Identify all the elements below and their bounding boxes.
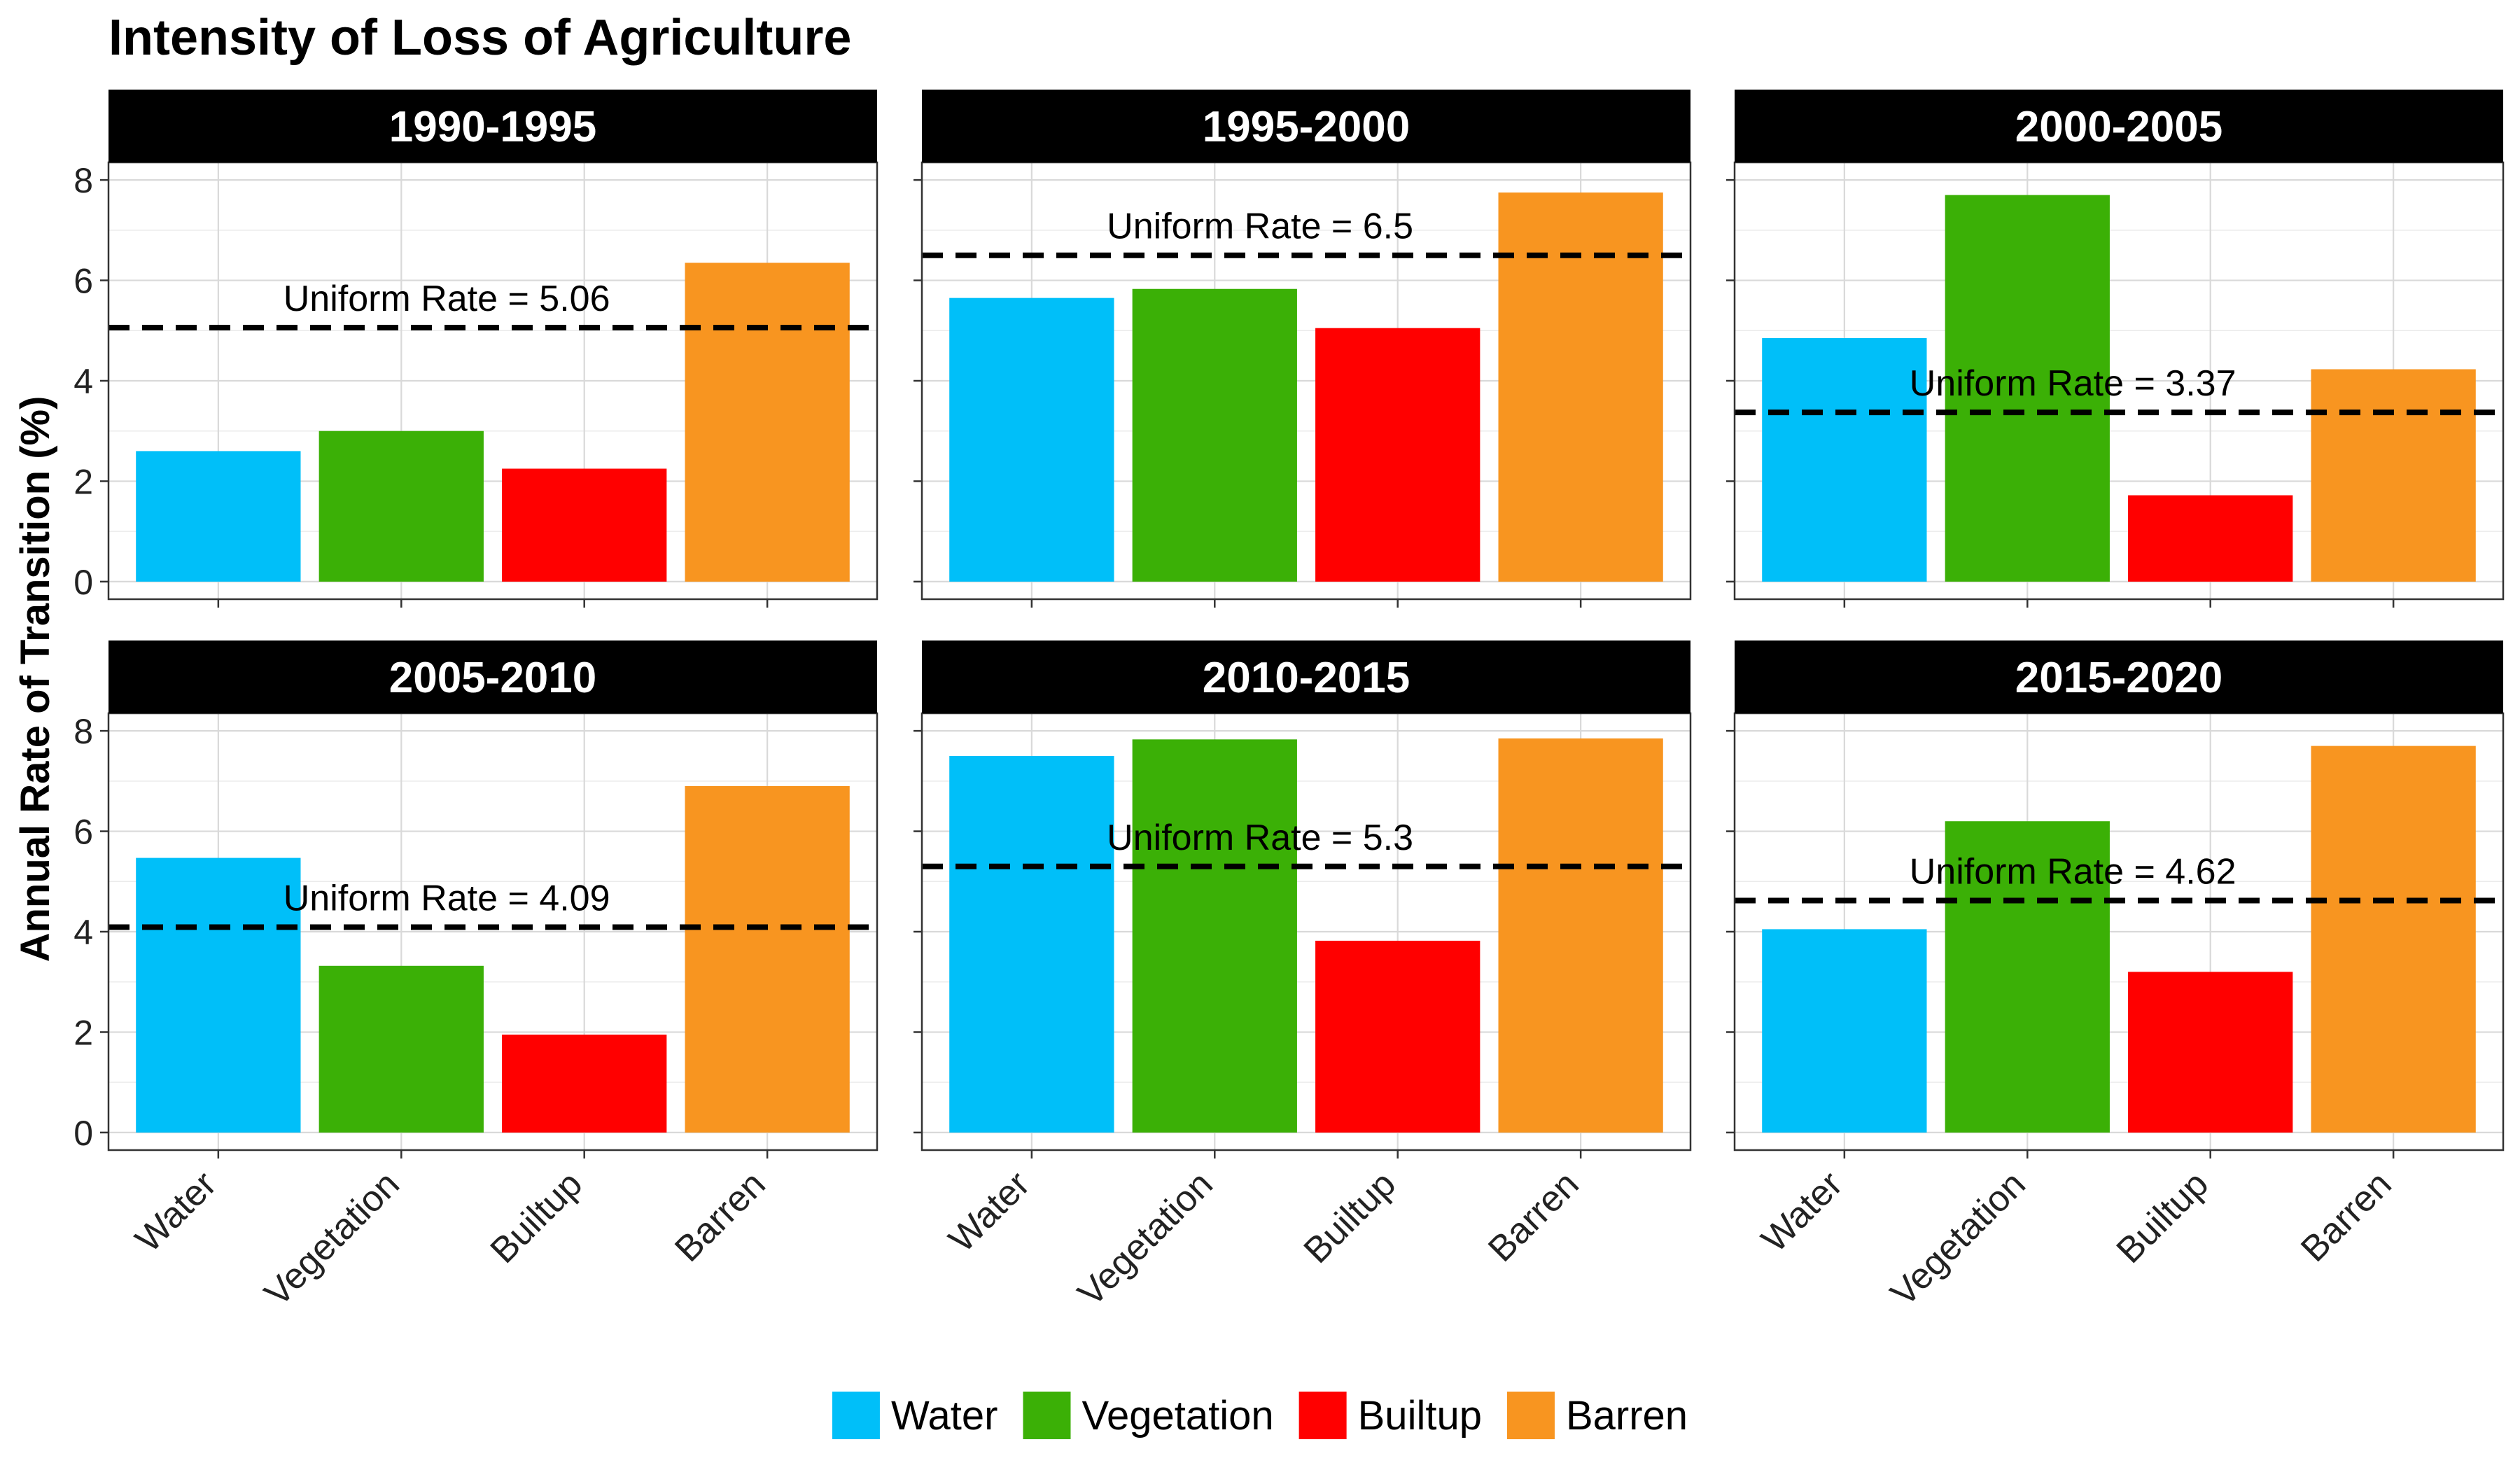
- uniform-rate-label: Uniform Rate = 5.3: [1107, 818, 1413, 858]
- bar-barren: [1498, 738, 1663, 1133]
- strip-label: 2010-2015: [1203, 654, 1410, 702]
- x-tick-label: Builtup: [2109, 1163, 2216, 1270]
- strip-background: [1735, 640, 2503, 713]
- y-tick-label: 6: [74, 813, 93, 852]
- y-axis-label: Annual Rate of Transition (%): [13, 396, 58, 962]
- strip-background: [108, 640, 877, 713]
- x-tick-label: Vegetation: [1883, 1163, 2033, 1314]
- y-tick-label: 4: [74, 913, 93, 952]
- panel-2000-2005: Uniform Rate = 3.37 2000-2005: [1726, 90, 2505, 608]
- bar-vegetation: [318, 430, 484, 582]
- x-tick-label: Builtup: [1296, 1163, 1404, 1270]
- strip-background: [108, 90, 877, 162]
- panels: Uniform Rate = 5.061990-199502468Uniform…: [74, 90, 2505, 1314]
- bar-builtup: [502, 468, 667, 582]
- strip-background: [1735, 90, 2503, 162]
- y-tick-label: 2: [74, 1013, 93, 1052]
- bar-water: [949, 298, 1114, 582]
- y-tick-label: 2: [74, 462, 93, 501]
- bar-barren: [685, 786, 850, 1133]
- x-tick-label: Barren: [667, 1163, 773, 1269]
- legend-swatch-barren: [1506, 1392, 1555, 1439]
- strip-label: 2015-2020: [2015, 654, 2223, 702]
- legend-label-water: Water: [891, 1393, 998, 1438]
- y-tick-label: 0: [74, 1114, 93, 1153]
- bar-vegetation: [1132, 288, 1297, 582]
- legend-label-barren: Barren: [1566, 1393, 1688, 1438]
- bar-barren: [2311, 369, 2476, 582]
- bar-builtup: [2128, 495, 2293, 582]
- uniform-rate-label: Uniform Rate = 5.06: [284, 279, 610, 319]
- y-tick-label: 8: [74, 712, 93, 751]
- strip-background: [922, 90, 1690, 162]
- bar-water: [136, 858, 301, 1133]
- strip-label: 2005-2010: [389, 654, 597, 702]
- legend-label-vegetation: Vegetation: [1082, 1393, 1273, 1438]
- panel-2005-2010: Uniform Rate = 4.09 2005-2010 0 2 4 6 8 Water Ve…: [74, 640, 878, 1314]
- bar-water: [949, 755, 1114, 1133]
- bar-builtup: [1315, 328, 1480, 582]
- x-tick-label: Barren: [1480, 1163, 1586, 1269]
- y-tick-label: 8: [74, 161, 93, 200]
- bar-barren: [1498, 192, 1663, 582]
- panel-2015-2020: Uniform Rate = 4.62 2015-2020 Water Vegetat…: [1726, 640, 2505, 1314]
- x-tick-label: Vegetation: [1070, 1163, 1221, 1314]
- uniform-rate-label: Uniform Rate = 4.62: [1910, 852, 2236, 892]
- x-tick-label: Water: [941, 1163, 1038, 1260]
- bar-vegetation: [1132, 739, 1297, 1133]
- x-tick-label: Water: [1754, 1163, 1851, 1260]
- y-tick-label: 6: [74, 262, 93, 301]
- legend: Water Vegetation Builtup Barren: [832, 1392, 1688, 1439]
- uniform-rate-label: Uniform Rate = 4.09: [284, 878, 610, 919]
- chart-title: Intensity of Loss of Agriculture: [108, 10, 851, 66]
- bar-water: [136, 451, 301, 582]
- uniform-rate-label: Uniform Rate = 3.37: [1910, 363, 2236, 404]
- x-tick-label: Barren: [2293, 1163, 2399, 1269]
- uniform-rate-label: Uniform Rate = 6.5: [1107, 206, 1413, 247]
- bar-vegetation: [318, 965, 484, 1133]
- x-tick-label: Builtup: [483, 1163, 590, 1270]
- bar-builtup: [1315, 940, 1480, 1133]
- x-tick-label: Water: [128, 1163, 225, 1260]
- strip-label: 1990-1995: [389, 103, 597, 151]
- strip-label: 2000-2005: [2015, 103, 2223, 151]
- legend-swatch-vegetation: [1023, 1392, 1071, 1439]
- bar-water: [1762, 929, 1927, 1133]
- bar-vegetation: [1945, 195, 2110, 582]
- bar-water: [1762, 338, 1927, 582]
- bar-builtup: [2128, 972, 2293, 1133]
- bar-barren: [685, 262, 850, 582]
- legend-swatch-water: [832, 1392, 880, 1439]
- y-tick-label: 0: [74, 563, 93, 602]
- panel-2010-2015: Uniform Rate = 5.3 2010-2015 Water Vegetati…: [913, 640, 1692, 1314]
- bar-builtup: [502, 1035, 667, 1133]
- strip-label: 1995-2000: [1203, 103, 1410, 151]
- y-tick-label: 4: [74, 362, 93, 401]
- bar-barren: [2311, 746, 2476, 1133]
- legend-swatch-builtup: [1298, 1392, 1347, 1439]
- panel-1995-2000: Uniform Rate = 6.5 1995-2000: [913, 90, 1692, 608]
- strip-background: [922, 640, 1690, 713]
- legend-label-builtup: Builtup: [1358, 1393, 1482, 1438]
- panel-1990-1995: Uniform Rate = 5.06 1990-1995 0 2 4 6 8: [74, 90, 878, 608]
- bar-vegetation: [1945, 821, 2110, 1133]
- x-tick-label: Vegetation: [257, 1163, 407, 1314]
